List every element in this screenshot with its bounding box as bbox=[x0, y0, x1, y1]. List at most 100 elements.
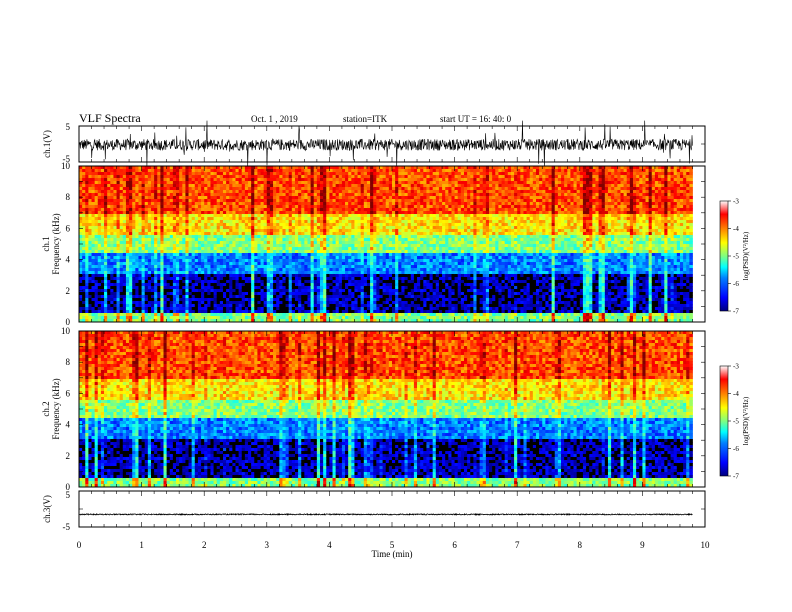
spectrogram-cell bbox=[113, 181, 117, 184]
spectrogram-cell bbox=[79, 253, 83, 256]
spectrogram-cell bbox=[226, 169, 230, 172]
spectrogram-cell bbox=[323, 181, 327, 184]
spectrogram-cell bbox=[151, 175, 155, 178]
spectrogram-cell bbox=[123, 220, 127, 223]
spectrogram-cell bbox=[267, 175, 271, 178]
spectrogram-cell bbox=[254, 229, 258, 232]
spectrogram-cell bbox=[198, 199, 202, 202]
spectrogram-cell bbox=[264, 301, 268, 304]
spectrogram-cell bbox=[223, 283, 227, 286]
spectrogram-cell bbox=[145, 184, 149, 187]
spectrogram-cell bbox=[267, 313, 271, 316]
spectrogram-cell bbox=[220, 187, 224, 190]
spectrogram-cell bbox=[273, 229, 277, 232]
spectrogram-cell bbox=[138, 265, 142, 268]
spectrogram-cell bbox=[126, 262, 130, 265]
spectrogram-cell bbox=[173, 262, 177, 265]
spectrogram-cell bbox=[267, 196, 271, 199]
spectrogram-cell bbox=[192, 268, 196, 271]
spectrogram-cell bbox=[123, 199, 127, 202]
spectrogram-cell bbox=[311, 196, 315, 199]
spectrogram-cell bbox=[110, 271, 114, 274]
spectrogram-cell bbox=[304, 166, 308, 169]
spectrogram-cell bbox=[364, 238, 368, 241]
spectrogram-cell bbox=[104, 313, 108, 316]
spectrogram-cell bbox=[289, 169, 293, 172]
spectrogram-cell bbox=[92, 256, 96, 259]
spectrogram-cell bbox=[236, 184, 240, 187]
spectrogram-cell bbox=[314, 187, 318, 190]
spectrogram-cell bbox=[342, 277, 346, 280]
spectrogram-cell bbox=[289, 316, 293, 319]
spectrogram-cell bbox=[120, 229, 124, 232]
spectrogram-cell bbox=[110, 283, 114, 286]
spectrogram-cell bbox=[254, 277, 258, 280]
spectrogram-cell bbox=[326, 178, 330, 181]
spectrogram-cell bbox=[229, 196, 233, 199]
spectrogram-cell bbox=[261, 256, 265, 259]
spectrogram-cell bbox=[210, 181, 214, 184]
spectrogram-cell bbox=[145, 229, 149, 232]
spectrogram-cell bbox=[254, 304, 258, 307]
spectrogram-cell bbox=[323, 169, 327, 172]
spectrogram-cell bbox=[98, 265, 102, 268]
spectrogram-cell bbox=[326, 199, 330, 202]
spectrogram-cell bbox=[185, 274, 189, 277]
spectrogram-cell bbox=[145, 313, 149, 316]
spectrogram-cell bbox=[135, 175, 139, 178]
spectrogram-cell bbox=[98, 199, 102, 202]
spectrogram-cell bbox=[276, 169, 280, 172]
spectrogram-cell bbox=[148, 226, 152, 229]
spectrogram-cell bbox=[236, 277, 240, 280]
spectrogram-cell bbox=[295, 181, 299, 184]
spectrogram-cell bbox=[204, 271, 208, 274]
spectrogram-cell bbox=[358, 178, 362, 181]
spectrogram-cell bbox=[314, 214, 318, 217]
spectrogram-cell bbox=[239, 232, 243, 235]
spectrogram-cell bbox=[129, 187, 133, 190]
spectrogram-cell bbox=[270, 223, 274, 226]
spectrogram-cell bbox=[345, 253, 349, 256]
spectrogram-cell bbox=[154, 232, 158, 235]
spectrogram-cell bbox=[207, 310, 211, 313]
spectrogram-cell bbox=[123, 202, 127, 205]
spectrogram-cell bbox=[214, 316, 218, 319]
spectrogram-cell bbox=[170, 283, 174, 286]
spectrogram-cell bbox=[273, 211, 277, 214]
spectrogram-cell bbox=[276, 316, 280, 319]
spectrogram-cell bbox=[289, 313, 293, 316]
spectrogram-cell bbox=[348, 289, 352, 292]
spectrogram-cell bbox=[267, 298, 271, 301]
spectrogram-cell bbox=[198, 232, 202, 235]
spectrogram-cell bbox=[226, 217, 230, 220]
spectrogram-cell bbox=[229, 235, 233, 238]
spectrogram-cell bbox=[242, 214, 246, 217]
spectrogram-cell bbox=[185, 286, 189, 289]
spectrogram-cell bbox=[182, 223, 186, 226]
spectrogram-cell bbox=[107, 241, 111, 244]
spectrogram-cell bbox=[329, 247, 333, 250]
spectrogram-cell bbox=[301, 304, 305, 307]
spectrogram-cell bbox=[201, 232, 205, 235]
spectrogram-cell bbox=[232, 193, 236, 196]
spectrogram-cell bbox=[95, 247, 99, 250]
spectrogram-cell bbox=[101, 274, 105, 277]
spectrogram-cell bbox=[289, 283, 293, 286]
spectrogram-cell bbox=[164, 247, 168, 250]
spectrogram-cell bbox=[367, 268, 371, 271]
spectrogram-cell bbox=[339, 316, 343, 319]
spectrogram-cell bbox=[345, 199, 349, 202]
spectrogram-cell bbox=[323, 259, 327, 262]
spectrogram-cell bbox=[148, 172, 152, 175]
spectrogram-cell bbox=[185, 199, 189, 202]
spectrogram-cell bbox=[342, 292, 346, 295]
spectrogram-cell bbox=[257, 184, 261, 187]
spectrogram-cell bbox=[129, 199, 133, 202]
spectrogram-cell bbox=[311, 187, 315, 190]
spectrogram-cell bbox=[167, 295, 171, 298]
spectrogram-cell bbox=[311, 280, 315, 283]
spectrogram-cell bbox=[142, 313, 146, 316]
spectrogram-cell bbox=[264, 271, 268, 274]
spectrogram-cell bbox=[123, 244, 127, 247]
spectrogram-cell bbox=[329, 238, 333, 241]
